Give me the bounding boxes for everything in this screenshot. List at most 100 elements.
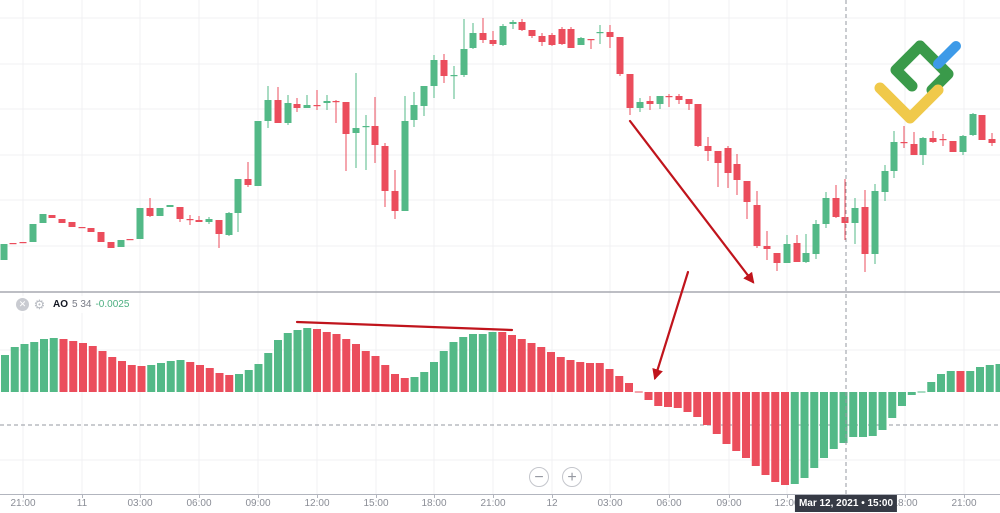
ao-bar	[957, 371, 965, 392]
ao-bar	[830, 392, 838, 449]
ao-bar	[99, 351, 107, 392]
time-tick-label: 12:00	[304, 498, 329, 509]
candle-body	[10, 243, 17, 244]
ao-bar	[635, 392, 643, 393]
ao-bar	[576, 362, 584, 392]
candle-body	[461, 49, 468, 75]
candle-body	[989, 139, 996, 143]
ao-bar	[157, 363, 165, 392]
candle-body	[177, 207, 184, 219]
indicator-params: 5 34	[72, 299, 91, 310]
candle-body	[823, 198, 830, 224]
ao-bar	[430, 362, 438, 392]
candle-body	[411, 105, 418, 120]
candle-body	[960, 136, 967, 152]
candle-body	[196, 220, 203, 222]
candle-body	[607, 32, 614, 37]
zoom-out-button[interactable]: −	[529, 467, 549, 487]
ao-bar	[89, 346, 97, 392]
candle-body	[744, 181, 751, 202]
ao-bar	[352, 344, 360, 392]
candle-body	[529, 30, 536, 36]
candle-body	[979, 115, 986, 140]
ao-bar	[196, 365, 204, 392]
candle-body	[588, 39, 595, 40]
candle-body	[715, 151, 722, 163]
ao-bar	[693, 392, 701, 417]
time-tick-label: 15:00	[363, 498, 388, 509]
candle-body	[392, 191, 399, 211]
candle-body	[568, 29, 575, 48]
ao-bar	[703, 392, 711, 425]
ao-bar	[469, 334, 477, 392]
candle-body	[842, 217, 849, 223]
candle-body	[666, 96, 673, 97]
candle-body	[627, 74, 634, 108]
candle-body	[265, 100, 272, 121]
candle-body	[647, 101, 654, 104]
candle-body	[705, 146, 712, 151]
ao-bar	[606, 369, 614, 392]
candle-body	[372, 126, 379, 145]
candle-body	[833, 198, 840, 217]
candle-body	[480, 33, 487, 40]
indicator-legend[interactable]: ✕ ⚙ AO 5 34 -0.0025	[14, 296, 135, 313]
time-tick-label: 06:00	[186, 498, 211, 509]
candle-body	[108, 242, 115, 248]
candle-body	[304, 105, 311, 108]
candle-body	[275, 100, 282, 123]
candle-body	[451, 75, 458, 76]
candle-body	[255, 121, 262, 186]
annotation-arrow[interactable]	[630, 121, 753, 282]
ao-bar	[60, 339, 68, 392]
annotation-trendline[interactable]	[297, 322, 512, 330]
candle-body	[725, 148, 732, 173]
ao-bar	[859, 392, 867, 437]
ao-bar	[547, 352, 555, 392]
time-tick-label: 21:00	[951, 498, 976, 509]
candle-body	[294, 104, 301, 108]
candle-body	[157, 208, 164, 216]
ao-bar	[342, 339, 350, 392]
candle-body	[597, 32, 604, 33]
ao-bar	[498, 332, 506, 392]
ao-bar	[147, 365, 155, 392]
time-tick-label: 18:00	[421, 498, 446, 509]
zoom-in-button[interactable]: +	[562, 467, 582, 487]
candle-body	[510, 22, 517, 24]
candle-body	[167, 205, 174, 207]
candle-body	[872, 191, 879, 254]
ao-bar	[567, 360, 575, 392]
ao-bar	[615, 376, 623, 392]
ao-bar	[333, 334, 341, 392]
ao-bar	[118, 361, 126, 392]
ao-bar	[801, 392, 809, 478]
ao-bar	[479, 334, 487, 392]
ao-bar	[245, 370, 253, 392]
ao-bar	[869, 392, 877, 436]
ao-bar	[11, 347, 19, 392]
ao-bar	[294, 330, 302, 392]
candle-body	[930, 138, 937, 142]
ao-bar	[225, 375, 233, 392]
ao-bar	[791, 392, 799, 484]
ao-bar	[918, 392, 926, 393]
ao-bar	[274, 340, 282, 392]
ao-bar	[186, 362, 194, 392]
candle-body	[441, 60, 448, 76]
candle-body	[695, 104, 702, 146]
candle-body	[226, 213, 233, 235]
ao-bar	[323, 332, 331, 392]
candle-body	[402, 121, 409, 211]
ao-bar	[976, 367, 984, 392]
gear-icon[interactable]: ⚙	[33, 298, 46, 311]
ao-bar	[557, 357, 565, 392]
annotation-arrow[interactable]	[655, 272, 688, 378]
ao-bar	[664, 392, 672, 407]
close-icon[interactable]: ✕	[16, 298, 29, 311]
candle-body	[539, 36, 546, 42]
candle-body	[519, 22, 526, 30]
ao-bar	[440, 351, 448, 392]
